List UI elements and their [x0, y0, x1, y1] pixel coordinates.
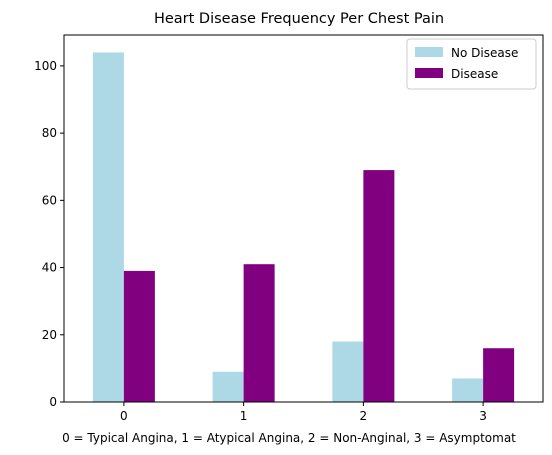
legend: No Disease Disease: [407, 39, 536, 89]
bar-disease-2: [363, 170, 394, 402]
bar-no-disease-1: [213, 372, 244, 402]
x-axis-label: 0 = Typical Angina, 1 = Atypical Angina,…: [62, 431, 516, 445]
chart-title: Heart Disease Frequency Per Chest Pain: [154, 11, 444, 27]
legend-label: Disease: [451, 67, 498, 81]
bar-no-disease-0: [93, 52, 124, 402]
y-tick-label: 0: [49, 395, 57, 409]
legend-label: No Disease: [451, 46, 518, 60]
y-tick-label: 60: [42, 193, 57, 207]
y-axis-ticks: 0 20 40 60 80 100: [34, 59, 64, 409]
x-tick-label: 2: [360, 409, 368, 423]
bar-no-disease-3: [452, 378, 483, 402]
x-tick-label: 1: [240, 409, 248, 423]
x-tick-label: 3: [479, 409, 487, 423]
bar-disease-0: [124, 271, 155, 402]
legend-swatch: [415, 68, 443, 78]
x-tick-label: 0: [120, 409, 128, 423]
y-tick-label: 20: [42, 328, 57, 342]
bar-disease-3: [483, 348, 514, 402]
y-tick-label: 40: [42, 261, 57, 275]
legend-swatch: [415, 47, 443, 57]
bars-layer: [93, 52, 514, 402]
bar-no-disease-2: [332, 342, 363, 402]
y-tick-label: 80: [42, 126, 57, 140]
x-axis-ticks: 0 1 2 3: [120, 402, 487, 423]
y-tick-label: 100: [34, 59, 57, 73]
bar-disease-1: [244, 264, 275, 402]
